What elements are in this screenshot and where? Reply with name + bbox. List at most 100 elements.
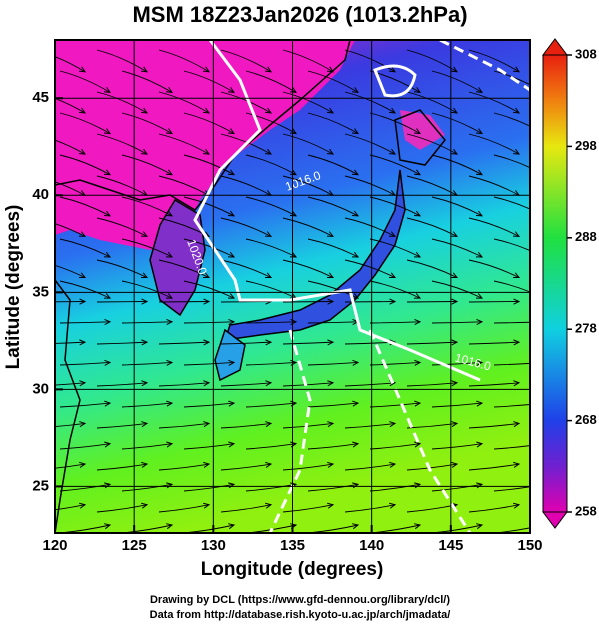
streamline-arrow [203,502,211,509]
streamline [245,402,297,408]
streamline [344,422,396,429]
streamline [158,259,210,278]
streamline [96,301,148,303]
streamline [431,112,483,134]
streamline [307,362,359,366]
streamline-arrow [327,339,335,346]
streamline-arrow [141,502,149,509]
x-tick-label: 130 [201,537,226,554]
colorbar [542,54,568,513]
streamline-arrow [450,272,459,279]
colorbar-tick-label: 288 [575,229,597,244]
streamline-arrow [265,339,273,346]
streamline-arrow [512,231,521,237]
streamline-arrow [227,210,236,217]
streamline-arrow [79,339,87,346]
streamline [493,362,530,366]
streamline-arrow [413,128,422,135]
streamline-arrow [413,251,422,258]
streamline [344,463,396,471]
streamline [431,362,483,366]
streamline [96,175,148,196]
streamline [369,321,421,324]
streamline [431,483,483,492]
streamline [406,259,458,278]
x-tick-label: 120 [42,537,67,554]
streamline [55,422,86,428]
streamline [431,443,483,450]
streamline-arrow [78,66,86,73]
streamline-arrow [513,380,521,387]
streamline-arrow [351,251,360,258]
streamline-arrow [575,190,581,195]
streamline [55,97,86,114]
streamline [183,321,235,324]
streamline-arrow [78,107,87,114]
streamline-arrow [141,421,149,428]
streamline-arrow [326,66,334,73]
streamline-arrow [203,421,211,428]
streamline [220,175,272,196]
streamline [468,382,520,387]
streamline [55,264,86,278]
streamline-arrow [140,231,149,237]
streamline [59,402,111,408]
streamline [344,217,396,237]
streamline-arrow [388,107,397,114]
streamline [245,196,297,217]
streamline-arrow [141,339,149,346]
streamline [493,445,530,450]
streamline [468,133,520,155]
streamline-arrow [104,441,112,448]
streamline [158,301,210,303]
streamline [121,238,173,258]
streamline [406,91,458,114]
streamline-arrow [352,359,360,366]
streamline [55,139,86,155]
streamline-arrow [475,169,484,176]
streamline-arrow [451,339,459,346]
streamline-arrow [78,148,87,155]
streamline [96,217,148,237]
streamline-arrow [140,148,149,155]
streamline-arrow [326,148,335,155]
streamline [307,321,359,324]
streamline-arrow [165,293,174,299]
streamline-arrow [140,107,149,114]
streamline [493,196,530,210]
streamline-arrow [513,502,521,509]
streamline [369,112,421,134]
streamline-arrow [575,67,581,72]
streamline [158,382,210,387]
streamline [468,341,520,345]
streamline [158,91,210,114]
streamline [121,483,173,492]
streamline-arrow [450,148,459,155]
streamline [158,175,210,196]
map-field [55,40,581,533]
streamline-arrow [202,272,211,279]
streamline [369,483,421,492]
streamline [183,154,235,176]
streamline [468,91,520,114]
streamline-arrow [413,293,422,299]
streamline [121,70,173,93]
streamline [468,175,520,196]
streamline [245,70,297,93]
streamline [220,91,272,114]
streamline-arrow [141,461,149,468]
streamline [369,443,421,450]
streamline-arrow [202,107,211,114]
streamline [344,91,396,114]
streamline-arrow [79,298,87,305]
streamline-arrow [202,148,211,155]
streamline [369,402,421,408]
streamline [121,280,173,299]
streamline-arrow [451,421,459,428]
streamline-arrow [512,272,521,279]
streamline [369,362,421,366]
x-tick-label: 145 [438,537,463,554]
streamline-arrow [451,298,459,305]
streamline [55,56,86,73]
streamline [121,362,173,366]
